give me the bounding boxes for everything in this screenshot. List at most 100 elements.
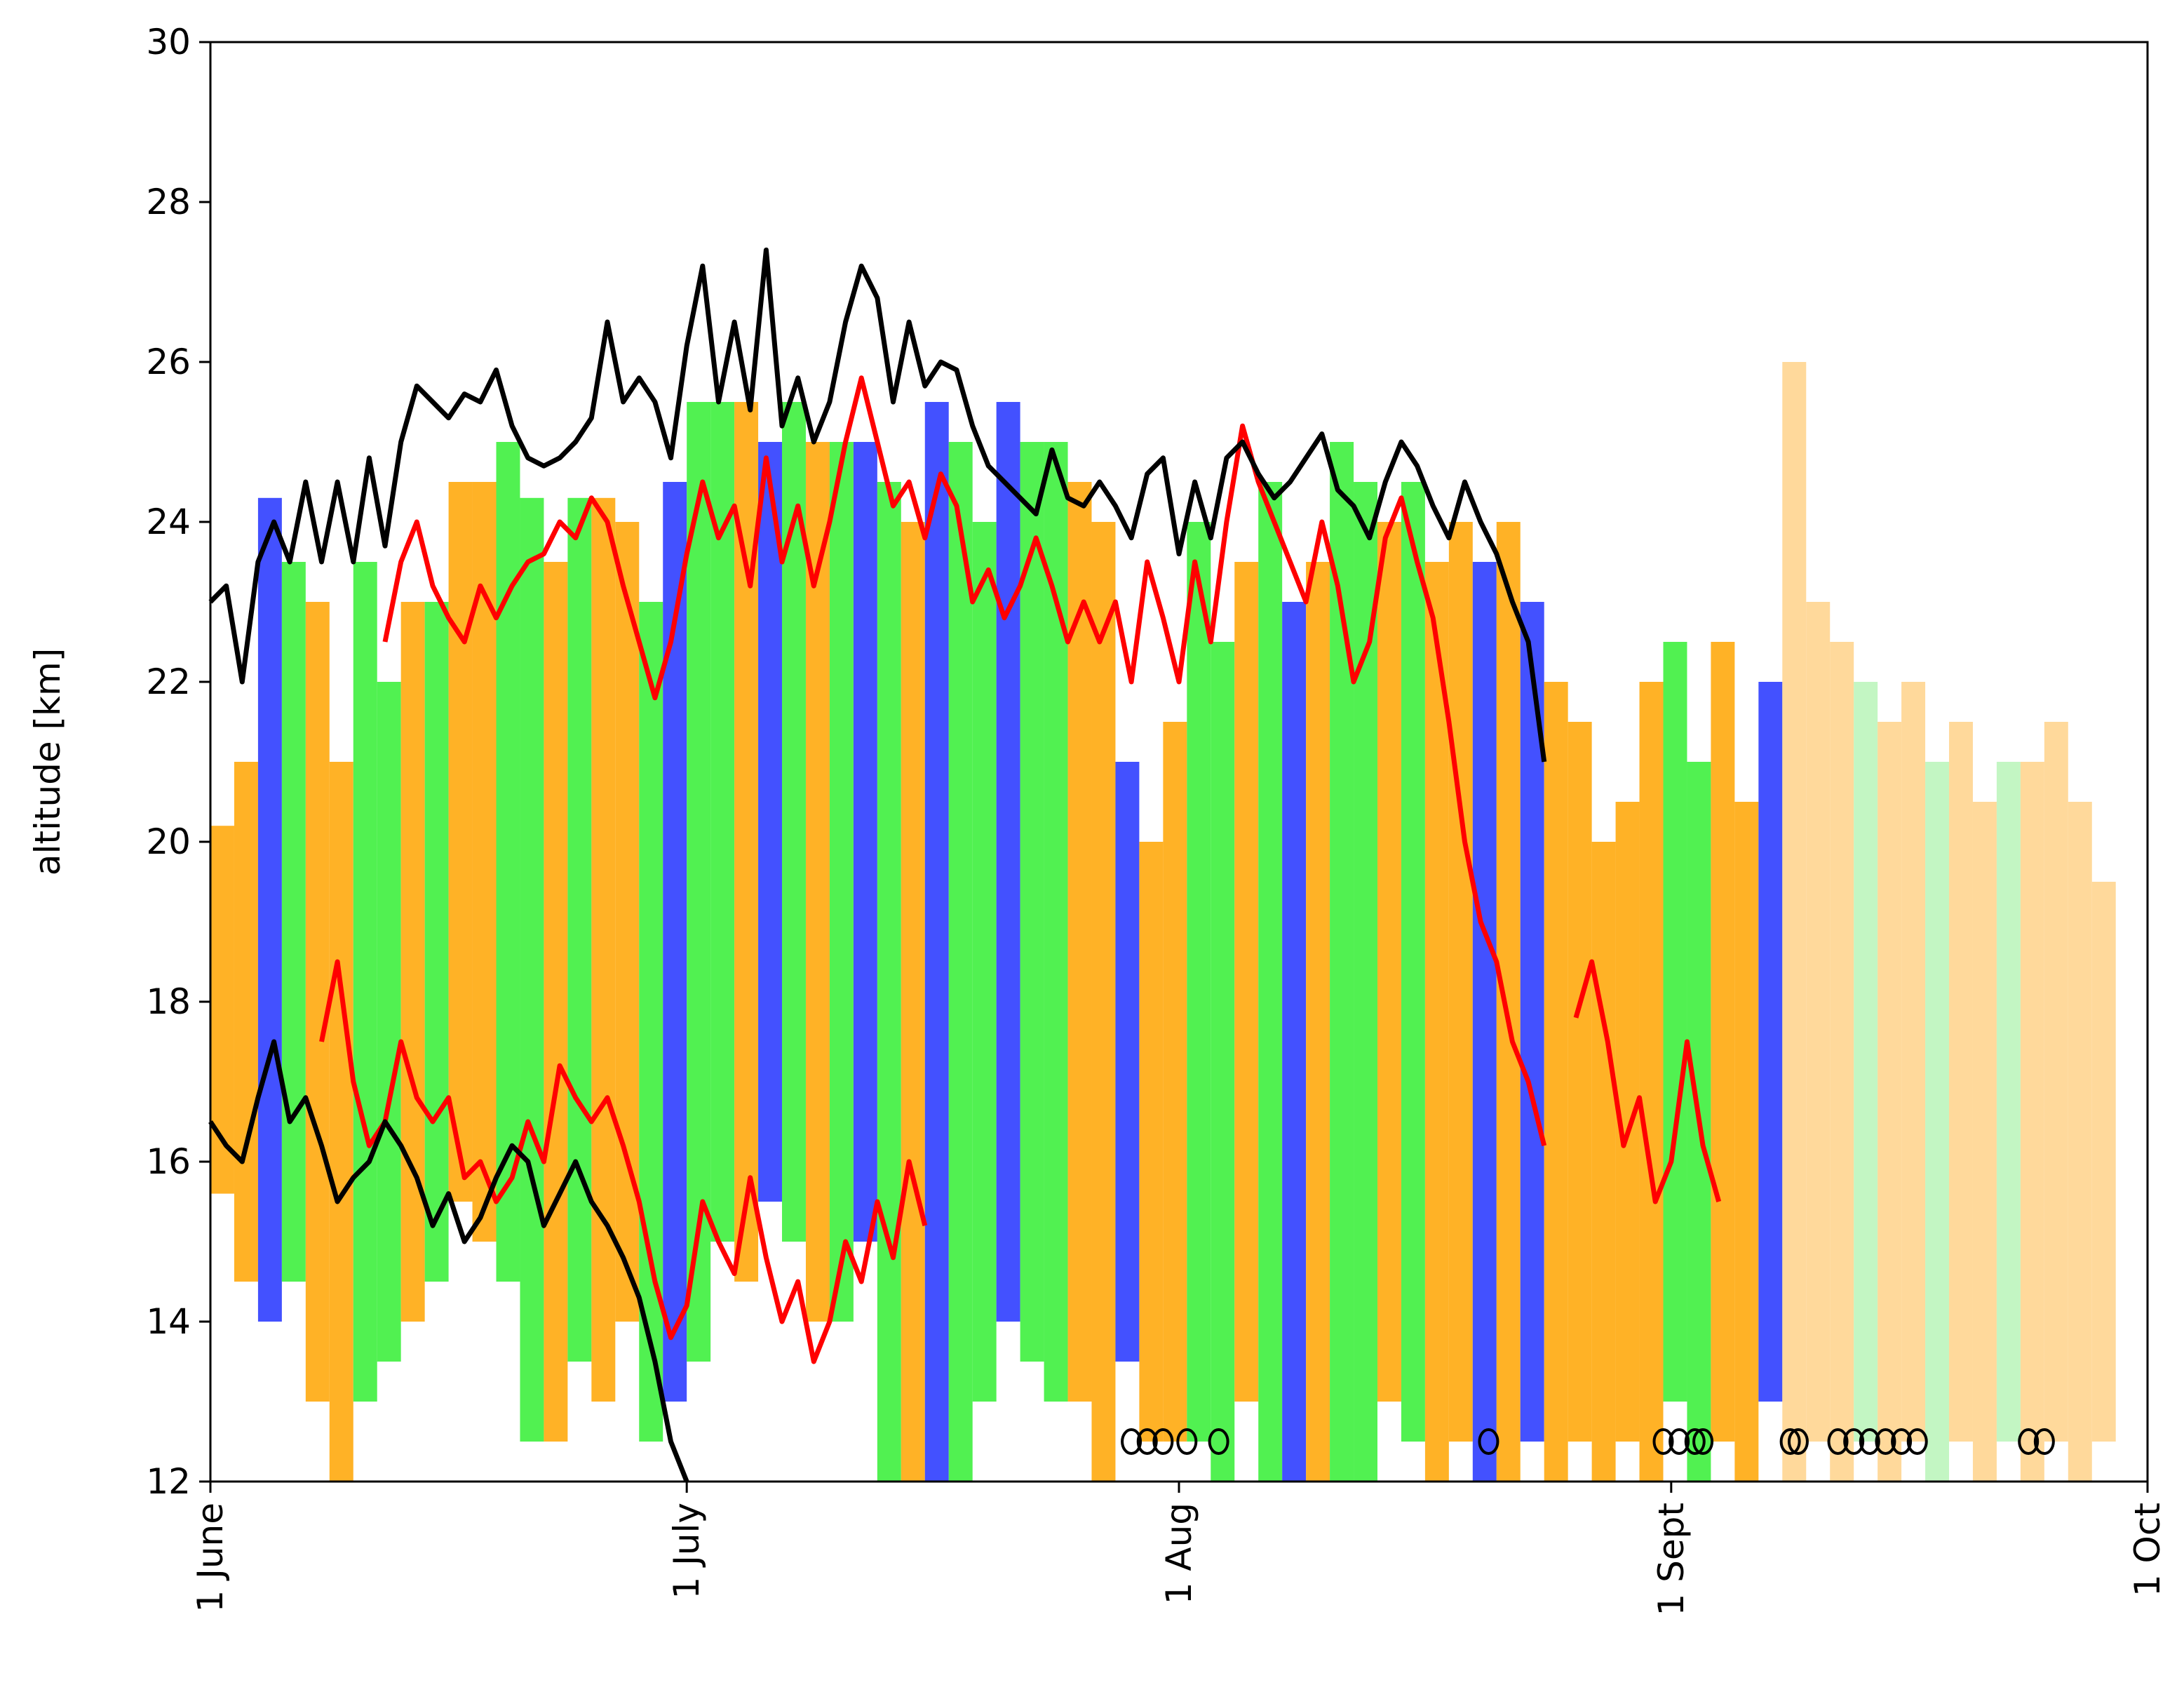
data-column <box>1758 682 1783 1402</box>
data-column <box>1354 482 1377 1482</box>
data-column <box>663 482 687 1402</box>
data-column <box>1996 762 2021 1442</box>
data-column <box>1591 842 1616 1482</box>
data-column <box>400 602 425 1322</box>
data-column <box>1401 482 1425 1442</box>
black-upper-contour-line <box>208 247 1547 763</box>
circle-marker <box>1692 1428 1714 1455</box>
circle-marker <box>1652 1428 1674 1455</box>
circle-marker <box>1827 1428 1849 1455</box>
y-tick-label: 14 <box>146 1301 191 1342</box>
data-column <box>924 402 949 1482</box>
x-tick-label: 1 July <box>666 1503 707 1599</box>
y-tick-label: 26 <box>146 342 191 382</box>
data-column <box>1949 722 1973 1442</box>
circle-marker <box>1779 1428 1801 1455</box>
red-contour-line <box>319 959 928 1364</box>
data-column <box>1830 642 1854 1482</box>
circle-marker <box>1859 1428 1880 1455</box>
data-column <box>1115 762 1140 1362</box>
circle-marker <box>1906 1428 1928 1455</box>
data-column <box>853 442 877 1242</box>
y-tick-label: 24 <box>146 502 191 542</box>
data-column <box>1282 602 1307 1482</box>
x-tick-label: 1 June <box>190 1503 231 1613</box>
y-axis-label: altitude [km] <box>27 648 68 875</box>
data-column <box>2044 722 2068 1442</box>
data-column <box>1711 642 1735 1442</box>
data-column <box>2068 802 2092 1482</box>
data-column <box>710 402 735 1242</box>
circle-marker <box>1787 1428 1809 1455</box>
y-tick-label: 28 <box>146 182 191 222</box>
x-tick-label: 1 Oct <box>2127 1503 2168 1597</box>
circle-marker <box>1208 1428 1229 1455</box>
data-column <box>1258 482 1283 1482</box>
red-contour-line <box>1573 959 1722 1204</box>
data-column <box>901 522 925 1482</box>
circle-marker <box>1875 1428 1896 1455</box>
y-tick-label: 30 <box>146 22 191 62</box>
data-column <box>353 562 377 1402</box>
circle-marker <box>1843 1428 1865 1455</box>
data-column <box>1306 562 1330 1482</box>
circle-marker <box>1121 1428 1142 1455</box>
data-column <box>1044 442 1068 1402</box>
data-column <box>424 602 449 1282</box>
data-column <box>1806 602 1831 1442</box>
data-column <box>305 602 330 1402</box>
data-column <box>1020 442 1044 1362</box>
circle-marker <box>1152 1428 1174 1455</box>
y-tick-label: 22 <box>146 662 191 702</box>
data-column <box>544 562 568 1442</box>
circle-marker <box>1176 1428 1198 1455</box>
data-column <box>687 402 711 1362</box>
data-column <box>2020 762 2044 1482</box>
data-column <box>591 497 616 1402</box>
circle-marker <box>1478 1428 1499 1455</box>
data-column <box>1782 362 1807 1482</box>
data-column <box>1187 522 1211 1442</box>
data-column <box>1972 802 1997 1482</box>
y-tick-label: 12 <box>146 1461 191 1502</box>
circle-marker <box>1891 1428 1913 1455</box>
data-column <box>1878 722 1902 1482</box>
red-contour-layer <box>319 375 1722 1364</box>
data-column <box>1211 642 1235 1482</box>
data-column <box>996 402 1020 1322</box>
data-column <box>234 762 258 1282</box>
x-tick-label: 1 Sept <box>1651 1503 1692 1616</box>
black-contour-layer <box>208 247 1547 1483</box>
data-column <box>520 497 544 1442</box>
data-column <box>567 497 592 1362</box>
data-column <box>829 442 854 1322</box>
data-column <box>377 682 401 1362</box>
data-column <box>257 497 282 1322</box>
data-column <box>1377 522 1401 1402</box>
data-column <box>1139 842 1164 1442</box>
data-column <box>758 442 783 1202</box>
x-axis-ticks: 1 June 1 July 1 Aug 1 Sept 1 Oct <box>190 1482 2168 1616</box>
y-tick-label: 20 <box>146 821 191 862</box>
data-column <box>1163 722 1187 1442</box>
data-column <box>1544 682 1568 1482</box>
data-column <box>1901 682 1926 1442</box>
x-tick-label: 1 Aug <box>1159 1503 1199 1604</box>
data-column <box>1734 802 1759 1482</box>
data-column <box>1091 522 1116 1482</box>
data-column <box>1639 682 1664 1482</box>
data-column <box>329 762 353 1482</box>
data-column <box>877 482 901 1482</box>
data-column <box>948 442 973 1482</box>
red-contour-line <box>382 375 1547 1147</box>
circle-marker <box>1136 1428 1158 1455</box>
y-tick-label: 18 <box>146 981 191 1022</box>
data-column <box>1424 562 1449 1482</box>
black-lower-contour-line <box>208 1039 689 1483</box>
circle-marker-layer <box>1121 1428 2055 1455</box>
data-column <box>1496 522 1521 1482</box>
data-column <box>1663 642 1687 1402</box>
data-column <box>281 562 306 1282</box>
data-column <box>448 482 473 1202</box>
circle-marker <box>1669 1428 1690 1455</box>
